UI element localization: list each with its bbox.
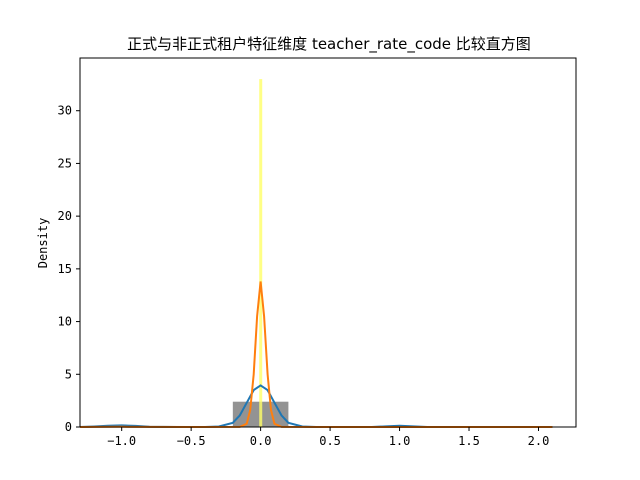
x-tick-label: 1.0 [389, 434, 411, 448]
kde-line-0 [79, 384, 553, 428]
y-tick-label: 5 [65, 367, 72, 381]
y-tick-label: 15 [58, 262, 72, 276]
kde-line-1 [79, 281, 553, 429]
y-tick-label: 20 [58, 209, 72, 223]
y-tick-label: 0 [65, 420, 72, 434]
histogram-bar-1-0 [259, 79, 263, 427]
axes-frame [79, 57, 577, 428]
x-tick-label: 0.0 [250, 434, 272, 448]
chart-title: 正式与非正式租户特征维度 teacher_rate_code 比较直方图 [127, 35, 531, 54]
x-tick-label: −1.0 [107, 434, 136, 448]
x-tick-label: 2.0 [528, 434, 550, 448]
x-tick-label: −0.5 [177, 434, 206, 448]
y-tick-label: 10 [58, 315, 72, 329]
x-tick-label: 1.5 [458, 434, 480, 448]
x-tick-label: 0.5 [319, 434, 341, 448]
y-axis-label: Density [36, 218, 50, 269]
y-tick-label: 30 [58, 104, 72, 118]
plot-area: −1.0 −0.5 0.0 0.5 1.0 1.5 2.0 0 5 10 15 20 25 30 [58, 57, 577, 448]
y-tick-label: 25 [58, 156, 72, 170]
